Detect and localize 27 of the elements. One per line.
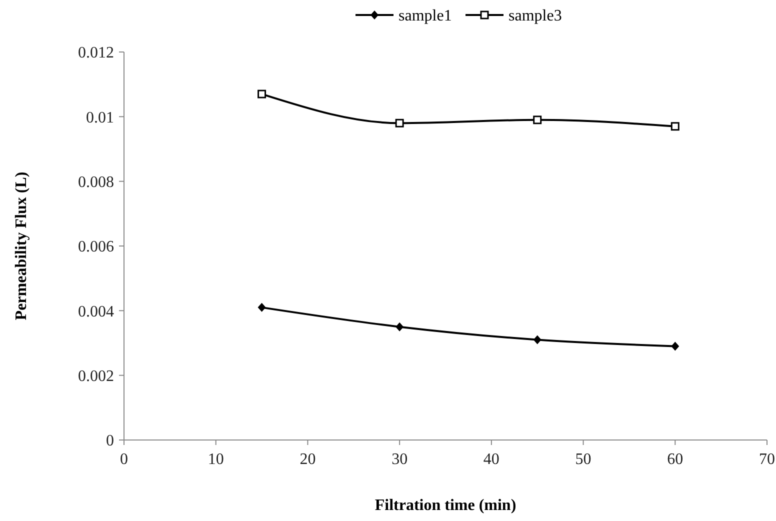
point — [671, 342, 680, 351]
y-axis-title: Permeability Flux (L) — [13, 172, 30, 320]
y-tick-label: 0.002 — [78, 368, 114, 385]
x-tick-label: 20 — [300, 451, 316, 468]
y-tick-label: 0.008 — [78, 174, 114, 191]
x-tick-label: 10 — [208, 451, 224, 468]
y-tick-label: 0 — [106, 432, 114, 450]
legend-label: sample3 — [508, 8, 562, 25]
x-tick-label: 30 — [392, 451, 408, 468]
y-tick-label: 0.004 — [78, 303, 114, 320]
point — [670, 122, 680, 131]
x-tick-label: 40 — [483, 451, 500, 468]
x-tick-label: 70 — [759, 451, 775, 468]
x-tick-label: 50 — [575, 451, 592, 468]
point — [396, 322, 404, 332]
y-tick-label: 0.01 — [86, 109, 114, 126]
point — [533, 335, 542, 344]
x-axis-title: Filtration time (min) — [374, 497, 516, 514]
point — [258, 90, 266, 98]
y-tick-label: 0.012 — [78, 44, 114, 62]
x-tick-label: 60 — [667, 451, 684, 468]
x-tick-label: 0 — [120, 451, 128, 468]
legend-label: sample1 — [398, 8, 452, 25]
y-tick-label: 0.006 — [78, 238, 114, 256]
point — [395, 118, 404, 128]
point — [533, 116, 542, 124]
point — [258, 302, 266, 312]
